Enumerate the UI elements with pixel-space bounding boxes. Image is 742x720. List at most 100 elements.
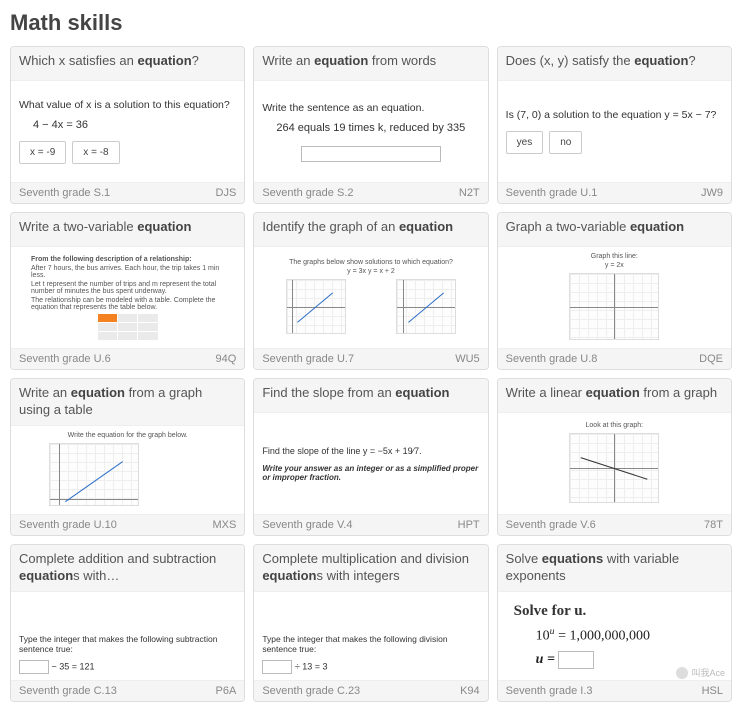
skill-card[interactable]: Write an equation from words Write the s… (253, 46, 488, 204)
card-footer: Seventh grade U.10 MXS (11, 514, 244, 535)
card-title: Find the slope from an equation (254, 379, 487, 413)
card-title: Write an equation from words (254, 47, 487, 81)
answer-option[interactable]: no (549, 131, 582, 154)
grade-label: Seventh grade V.6 (506, 519, 596, 531)
grade-label: Seventh grade S.2 (262, 187, 353, 199)
equation-text: 4 − 4x = 36 (33, 119, 236, 131)
card-footer: Seventh grade U.1 JW9 (498, 182, 731, 203)
mini-table (98, 314, 158, 340)
card-body: From the following description of a rela… (11, 247, 244, 348)
card-body: Type the integer that makes the followin… (11, 592, 244, 680)
mini-graph (396, 279, 456, 334)
skill-card[interactable]: Graph a two-variable equation Graph this… (497, 212, 732, 370)
skill-code: 94Q (216, 353, 237, 365)
skill-card[interactable]: Which x satisfies an equation? What valu… (10, 46, 245, 204)
card-body: What value of x is a solution to this eq… (11, 81, 244, 182)
skill-code: JW9 (701, 187, 723, 199)
desc-line: y = 2x (506, 262, 723, 269)
card-title: Complete multiplication and division equ… (254, 545, 487, 592)
question-prompt: Find the slope of the line y = −5x + 19⁄… (262, 446, 479, 456)
instruction-text: Write your answer as an integer or as a … (262, 464, 479, 482)
card-body: Look at this graph: (498, 413, 731, 514)
skill-code: WU5 (455, 353, 479, 365)
card-body: Type the integer that makes the followin… (254, 592, 487, 680)
card-title: Identify the graph of an equation (254, 213, 487, 247)
card-title: Write an equation from a graph using a t… (11, 379, 244, 426)
card-title: Solve equations with variable exponents (498, 545, 731, 592)
card-footer: Seventh grade U.7 WU5 (254, 348, 487, 369)
card-body: Write the sentence as an equation. 264 e… (254, 81, 487, 182)
answer-option[interactable]: x = -8 (72, 141, 119, 164)
page-title: Math skills (10, 10, 732, 36)
skill-card[interactable]: Solve equations with variable exponents … (497, 544, 732, 702)
mini-graph (286, 279, 346, 334)
skill-card[interactable]: Write a linear equation from a graph Loo… (497, 378, 732, 536)
solve-label: Solve for u. (514, 603, 723, 620)
card-title: Graph a two-variable equation (498, 213, 731, 247)
grade-label: Seventh grade U.8 (506, 353, 598, 365)
card-footer: Seventh grade S.2 N2T (254, 182, 487, 203)
desc-line: Write the equation for the graph below. (19, 432, 236, 439)
grade-label: Seventh grade U.6 (19, 353, 111, 365)
equation-suffix: ÷ 13 = 3 (295, 661, 328, 671)
card-footer: Seventh grade V.4 HPT (254, 514, 487, 535)
card-body: Graph this line: y = 2x (498, 247, 731, 348)
watermark-icon (676, 667, 688, 679)
skill-code: K94 (460, 685, 480, 697)
card-body: The graphs below show solutions to which… (254, 247, 487, 348)
desc-line: Look at this graph: (506, 422, 723, 429)
skill-card[interactable]: Does (x, y) satisfy the equation? Is (7,… (497, 46, 732, 204)
card-title: Write a two-variable equation (11, 213, 244, 247)
skill-card[interactable]: Complete multiplication and division equ… (253, 544, 488, 702)
desc-line: y = 3x y = x + 2 (262, 268, 479, 275)
answer-input[interactable] (558, 651, 594, 669)
card-title: Complete addition and subtraction equati… (11, 545, 244, 592)
grade-label: Seventh grade U.10 (19, 519, 117, 531)
card-footer: Seventh grade U.6 94Q (11, 348, 244, 369)
answer-option[interactable]: yes (506, 131, 544, 154)
sentence-text: 264 equals 19 times k, reduced by 335 (276, 122, 479, 134)
grade-label: Seventh grade U.1 (506, 187, 598, 199)
skill-code: P6A (216, 685, 237, 697)
question-prompt: What value of x is a solution to this eq… (19, 99, 236, 111)
card-footer: Seventh grade S.1 DJS (11, 182, 244, 203)
desc-line: Let t represent the number of trips and … (31, 281, 224, 295)
question-prompt: Type the integer that makes the followin… (19, 634, 236, 654)
grade-label: Seventh grade V.4 (262, 519, 352, 531)
grade-label: Seventh grade S.1 (19, 187, 110, 199)
desc-line: The graphs below show solutions to which… (262, 259, 479, 266)
answer-option[interactable]: x = -9 (19, 141, 66, 164)
skills-grid: Which x satisfies an equation? What valu… (10, 46, 732, 702)
question-prompt: Write the sentence as an equation. (262, 102, 479, 114)
answer-input[interactable] (19, 660, 49, 674)
answer-input[interactable] (301, 146, 441, 162)
question-prompt: Type the integer that makes the followin… (262, 634, 479, 654)
desc-line: Graph this line: (506, 253, 723, 260)
watermark: 叫我Ace (676, 666, 725, 679)
card-title: Which x satisfies an equation? (11, 47, 244, 81)
mini-graph (569, 433, 659, 503)
card-footer: Seventh grade V.6 78T (498, 514, 731, 535)
card-footer: Seventh grade C.13 P6A (11, 680, 244, 701)
skill-card[interactable]: Write an equation from a graph using a t… (10, 378, 245, 536)
desc-line: From the following description of a rela… (31, 256, 224, 263)
skill-code: DQE (699, 353, 723, 365)
equation-suffix: − 35 = 121 (52, 661, 95, 671)
skill-code: N2T (459, 187, 480, 199)
question-prompt: Is (7, 0) a solution to the equation y =… (506, 109, 723, 121)
card-title: Does (x, y) satisfy the equation? (498, 47, 731, 81)
skill-card[interactable]: Identify the graph of an equation The gr… (253, 212, 488, 370)
equation-text: 10u = 1,000,000,000 (536, 626, 723, 645)
desc-line: After 7 hours, the bus arrives. Each hou… (31, 265, 224, 279)
skill-card[interactable]: Write a two-variable equation From the f… (10, 212, 245, 370)
skill-card[interactable]: Find the slope from an equation Find the… (253, 378, 488, 536)
card-title: Write a linear equation from a graph (498, 379, 731, 413)
grade-label: Seventh grade U.7 (262, 353, 354, 365)
grade-label: Seventh grade I.3 (506, 685, 593, 697)
skill-card[interactable]: Complete addition and subtraction equati… (10, 544, 245, 702)
grade-label: Seventh grade C.23 (262, 685, 360, 697)
card-footer: Seventh grade I.3 HSL (498, 680, 731, 701)
skill-code: 78T (704, 519, 723, 531)
skill-code: HPT (458, 519, 480, 531)
answer-input[interactable] (262, 660, 292, 674)
